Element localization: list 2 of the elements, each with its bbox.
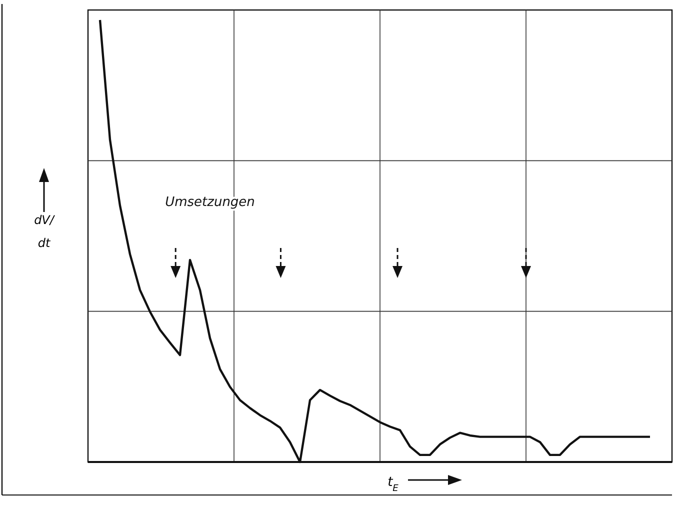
x-axis-title: t$_{E}$ — [388, 475, 399, 494]
y-axis-title: dV/dt — [34, 213, 56, 250]
